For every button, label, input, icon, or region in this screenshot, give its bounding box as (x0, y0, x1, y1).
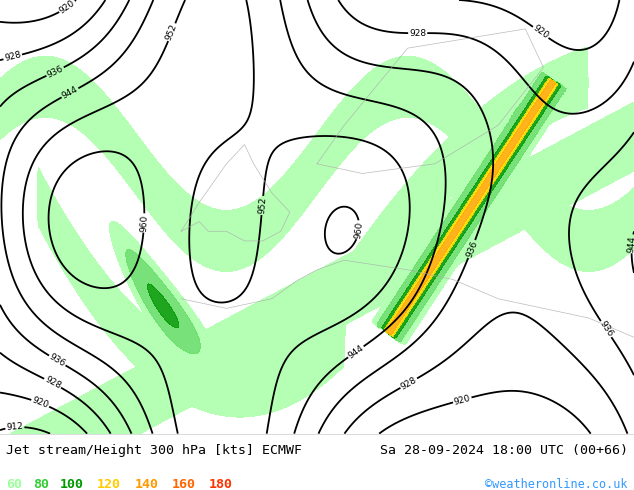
Text: 920: 920 (531, 24, 550, 41)
Text: 936: 936 (465, 240, 479, 259)
Text: 100: 100 (60, 478, 84, 490)
Text: 936: 936 (48, 352, 67, 369)
Text: 928: 928 (43, 375, 62, 391)
Text: 160: 160 (172, 478, 196, 490)
Text: 912: 912 (6, 422, 23, 432)
Text: 920: 920 (58, 0, 77, 16)
Text: 944: 944 (346, 343, 365, 360)
Text: 920: 920 (30, 396, 50, 410)
Text: 936: 936 (46, 64, 65, 79)
Text: 120: 120 (97, 478, 121, 490)
Text: ©weatheronline.co.uk: ©weatheronline.co.uk (485, 478, 628, 490)
Text: 180: 180 (209, 478, 233, 490)
Text: 944: 944 (626, 235, 634, 253)
Text: 80: 80 (33, 478, 49, 490)
Text: Sa 28-09-2024 18:00 UTC (00+66): Sa 28-09-2024 18:00 UTC (00+66) (380, 444, 628, 457)
Text: 960: 960 (139, 214, 149, 232)
Text: Jet stream/Height 300 hPa [kts] ECMWF: Jet stream/Height 300 hPa [kts] ECMWF (6, 444, 302, 457)
Text: 928: 928 (3, 50, 22, 63)
Text: 140: 140 (134, 478, 158, 490)
Text: 936: 936 (598, 319, 614, 339)
Text: 960: 960 (353, 221, 365, 239)
Text: 944: 944 (60, 85, 80, 101)
Text: 60: 60 (6, 478, 22, 490)
Text: 920: 920 (453, 393, 472, 407)
Text: 928: 928 (409, 28, 426, 38)
Text: 952: 952 (257, 196, 268, 215)
Text: 952: 952 (164, 23, 179, 42)
Text: 928: 928 (399, 375, 418, 392)
